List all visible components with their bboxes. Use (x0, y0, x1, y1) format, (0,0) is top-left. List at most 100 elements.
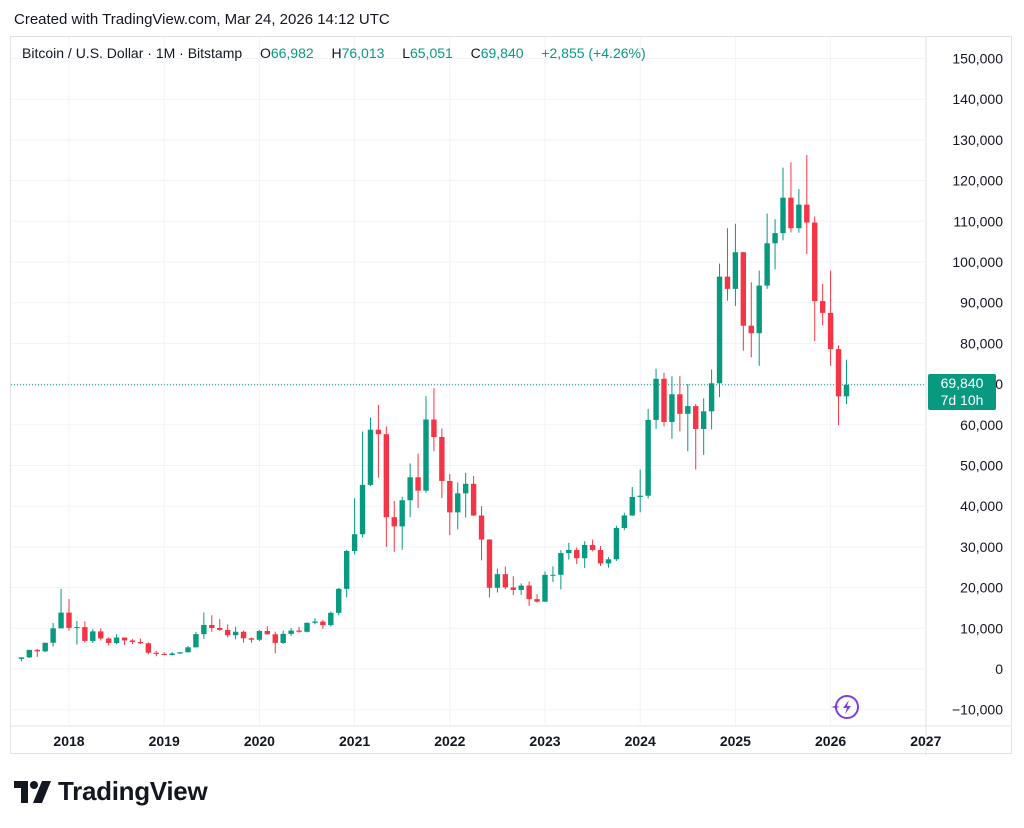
candle-body-up (613, 527, 620, 560)
y-tick-label: 60,000 (960, 417, 1003, 433)
candle-body-down (502, 574, 509, 588)
y-tick-label: 80,000 (960, 335, 1003, 351)
tradingview-brand[interactable]: TradingView (14, 776, 208, 807)
candle-body-down (470, 483, 477, 516)
candle-body-up (201, 624, 207, 635)
candle-body-up (550, 574, 556, 576)
last-price-value: 69,840 (940, 375, 984, 391)
candle-body-down (153, 652, 159, 654)
y-tick-label: 50,000 (960, 458, 1003, 474)
candle-body-up (700, 411, 707, 429)
candle-body-up (764, 243, 770, 286)
candle-body-down (724, 276, 731, 289)
candle-body-up (90, 631, 96, 641)
candle-body-up (685, 406, 691, 414)
candle-body-up (669, 394, 675, 422)
candle-body-down (439, 437, 445, 481)
candle-body-down (447, 480, 453, 513)
candle-body-up (455, 493, 461, 513)
y-tick-label: 30,000 (960, 539, 1003, 555)
candle-body-up (328, 612, 334, 626)
candle-body-up (772, 233, 778, 244)
candle-body-up (351, 534, 358, 552)
candle-body-down (748, 325, 754, 334)
ohlc-legend: Bitcoin / U.S. Dollar · 1M · Bitstamp O6… (22, 45, 646, 61)
candle-body-down (137, 642, 144, 644)
candle-body-down (240, 631, 247, 639)
open-value: 66,982 (270, 45, 314, 61)
candle-body-up (566, 549, 572, 554)
x-tick-label: 2025 (720, 733, 751, 749)
candle-body-down (415, 477, 421, 491)
candle-body-down (478, 515, 485, 540)
candle-body-down (209, 624, 215, 628)
candle-body-down (804, 204, 810, 223)
brand-name: TradingView (58, 776, 208, 806)
candle-body-down (693, 406, 699, 429)
candle-body-up (359, 484, 366, 535)
candle-body-down (740, 252, 747, 326)
candle-body-up (193, 634, 199, 648)
sparkle-icon[interactable] (828, 692, 862, 722)
created-with-note: Created with TradingView.com, Mar 24, 20… (14, 11, 390, 28)
symbol-title: Bitcoin / U.S. Dollar · 1M · Bitstamp (22, 45, 243, 61)
candle-body-up (58, 612, 64, 629)
y-tick-label: 120,000 (952, 173, 1003, 189)
chart-pane[interactable] (10, 36, 1012, 754)
candle-body-up (407, 477, 413, 501)
candle-body-up (494, 574, 501, 588)
y-tick-label: 140,000 (952, 91, 1003, 107)
low-label: L (402, 45, 410, 61)
candle-body-up (26, 649, 33, 658)
x-tick-label: 2019 (149, 733, 180, 749)
change-value: +2,855 (+4.26%) (541, 45, 646, 61)
candle-body-down (534, 599, 540, 602)
candle-body-down (597, 550, 604, 564)
candle-body-up (581, 544, 588, 559)
close-label: C (470, 45, 481, 61)
candle-body-up (780, 197, 786, 234)
candle-body-down (272, 634, 278, 643)
candle-body-down (574, 549, 580, 559)
candle-body-up (312, 621, 318, 623)
y-tick-label: 0 (995, 661, 1003, 677)
candle-body-up (645, 419, 651, 496)
candle-body-down (129, 640, 136, 643)
candlestick-chart[interactable]: −10,000 0 10,000 20,000 30,000 40,000 50,000 60… (0, 0, 1024, 760)
candle-body-up (518, 585, 524, 590)
candle-body-up (716, 276, 723, 384)
candle-body-down (161, 653, 167, 655)
candle-body-up (796, 204, 802, 229)
low-value: 65,051 (409, 45, 453, 61)
candle-body-up (304, 622, 310, 632)
candle-body-down (526, 585, 532, 600)
y-tick-label: 110,000 (953, 213, 1003, 229)
candle-body-down (486, 539, 493, 588)
candle-body-up (280, 633, 286, 643)
candle-body-down (217, 627, 223, 630)
candle-body-up (288, 630, 294, 634)
candle-body-down (661, 378, 667, 422)
candle-body-up (629, 496, 635, 516)
candle-body-up (708, 383, 715, 412)
candle-body-up (169, 653, 175, 655)
candle-body-down (383, 434, 390, 518)
x-tick-label: 2024 (625, 733, 656, 749)
candle-body-down (98, 631, 104, 639)
tradingview-logo-icon (14, 780, 51, 803)
candle-body-down (320, 621, 326, 626)
open-label: O (259, 45, 271, 61)
y-tick-label: 10,000 (960, 620, 1003, 636)
y-tick-label: 40,000 (960, 498, 1003, 514)
high-value: 76,013 (341, 45, 385, 61)
y-tick-label: 90,000 (960, 295, 1003, 311)
candle-body-down (121, 637, 128, 641)
candle-body-down (835, 349, 842, 397)
y-tick-label: 130,000 (952, 132, 1003, 148)
candle-body-down (224, 629, 231, 636)
candle-body-down (510, 587, 516, 590)
candle-body-down (812, 222, 818, 302)
high-label: H (331, 45, 342, 61)
candle-body-down (391, 517, 397, 527)
candle-body-down (819, 301, 826, 313)
